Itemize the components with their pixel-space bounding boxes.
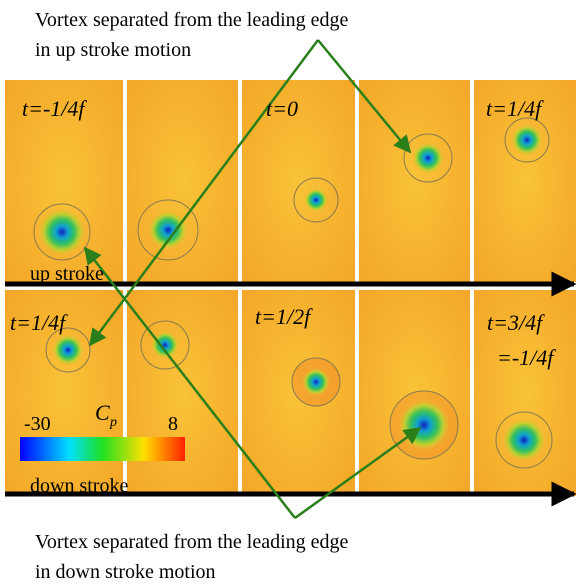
time-label: t=-1/4f [22, 96, 87, 121]
time-label: =-1/4f [497, 345, 556, 370]
colorbar-min: -30 [24, 413, 51, 435]
caption-bottom: Vortex separated from the leading edge [35, 531, 349, 553]
caption-bottom: in down stroke motion [35, 561, 216, 582]
panels [5, 80, 576, 496]
time-label: t=1/4f [486, 96, 544, 121]
stroke-label: down stroke [30, 475, 128, 497]
caption-top: Vortex separated from the leading edge [35, 9, 349, 31]
colorbar [20, 437, 185, 461]
time-label: t=3/4f [487, 310, 545, 335]
stroke-label: up stroke [30, 263, 104, 285]
time-label: t=0 [266, 96, 298, 121]
figure: Vortex separated from the leading edge i… [0, 0, 576, 582]
time-label: t=1/4f [10, 310, 68, 335]
colorbar-symbol: C [95, 400, 110, 425]
time-label: t=1/2f [255, 304, 313, 329]
colorbar-max: 8 [168, 413, 178, 435]
colorbar-subscript: p [109, 415, 117, 430]
caption-top: in up stroke motion [35, 39, 191, 61]
